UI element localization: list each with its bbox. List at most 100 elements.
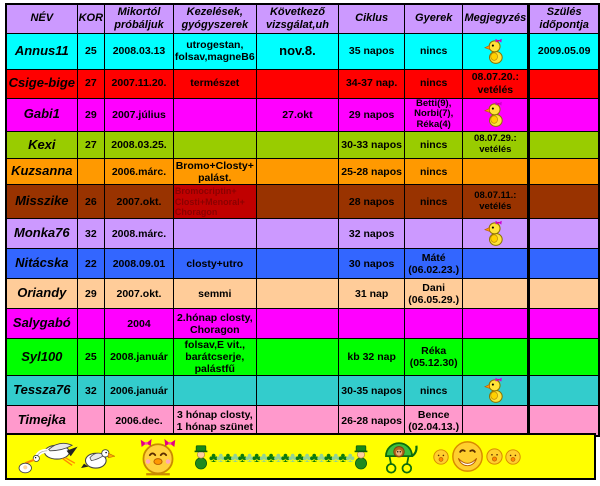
cell-nev: Monka76 <box>5 218 78 250</box>
cell-ciklus: kb 32 nap <box>338 338 406 377</box>
cell-kezelesek <box>172 218 257 250</box>
cell-megjegyzes <box>462 248 530 280</box>
col-header-szules: Szülés időpontja <box>527 3 600 34</box>
cell-gyerek: nincs <box>404 68 464 99</box>
cell-kezelesek: utrogestan, folsav,magneB6 <box>172 32 257 70</box>
cell-ciklus: 25-28 napos <box>338 158 406 186</box>
col-header-ciklus: Ciklus <box>338 3 406 34</box>
cell-kor: 26 <box>76 184 106 220</box>
data-table: NÉV KOR Mikortól próbáljuk Kezelések, gy… <box>5 3 600 437</box>
cell-szules <box>527 97 600 133</box>
cell-gyerek: Dani (06.05.29.) <box>404 278 464 310</box>
cell-kovetkezo <box>255 375 340 407</box>
cell-megjegyzes: 08.07.20.: vetélés <box>462 68 530 99</box>
cell-szules <box>527 184 600 220</box>
col-header-kor: KOR <box>76 3 106 34</box>
table-row: Salygabó 2004 2.hónap closty, Choragon <box>5 308 600 340</box>
cell-megjegyzes: 08.07.29.: vetélés <box>462 131 530 160</box>
cell-mikortol: 2008.03.13 <box>104 32 174 70</box>
cell-megjegyzes: 08.07.11.: vetélés <box>462 184 530 220</box>
cell-kezelesek: Bromo+Closty+ palást. <box>172 158 257 186</box>
cell-megjegyzes <box>462 97 530 133</box>
table-row: Misszike 26 2007.okt. Bromocriptin+ Clos… <box>5 184 600 220</box>
cell-kovetkezo <box>255 248 340 280</box>
cell-kezelesek: 2.hónap closty, Choragon <box>172 308 257 340</box>
table-row: Gabi1 29 2007.július 27.okt 29 napos Bet… <box>5 97 600 133</box>
cell-ciklus: 30-35 napos <box>338 375 406 407</box>
cell-nev: Kuzsanna <box>5 158 78 186</box>
cell-kor <box>76 308 106 340</box>
cell-szules <box>527 338 600 377</box>
cell-ciklus: 30-33 napos <box>338 131 406 160</box>
cell-kor <box>76 405 106 437</box>
stroller-group <box>379 438 419 476</box>
table-row: Csige-bige 27 2007.11.20. természet 34-3… <box>5 68 600 99</box>
col-header-kovetkezo: Következő vizsgálat,uh <box>255 3 340 34</box>
cell-gyerek <box>404 218 464 250</box>
leprechaun-icon <box>194 444 208 469</box>
cell-mikortol: 2006.márc. <box>104 158 174 186</box>
cell-kezelesek: closty+utro <box>172 248 257 280</box>
decorative-footer-strip: ♣♣♣♣♣♣♣♣♣♣♣♣♣♣♣♣♣♣♣♣ <box>5 433 596 480</box>
cell-nev: Tessza76 <box>5 375 78 407</box>
cell-ciklus: 32 napos <box>338 218 406 250</box>
cell-nev: Csige-bige <box>5 68 78 99</box>
stork-with-bundle-icon <box>18 442 78 473</box>
cell-gyerek: nincs <box>404 32 464 70</box>
cell-kovetkezo <box>255 68 340 99</box>
cell-kor: 32 <box>76 218 106 250</box>
cell-nev: Syl100 <box>5 338 78 377</box>
cell-ciklus: 30 napos <box>338 248 406 280</box>
cell-szules <box>527 278 600 310</box>
pregnant-chick-icon <box>484 221 504 247</box>
cell-mikortol: 2007.okt. <box>104 278 174 310</box>
clover-garland-row: ♣♣♣♣♣♣♣♣♣♣♣♣♣♣♣♣♣♣♣♣ <box>209 448 355 465</box>
table-row: Nitácska 22 2008.09.01 closty+utro 30 na… <box>5 248 600 280</box>
cell-kovetkezo <box>255 405 340 437</box>
cell-kezelesek: semmi <box>172 278 257 310</box>
cell-kovetkezo <box>255 338 340 377</box>
cell-ciklus: 29 napos <box>338 97 406 133</box>
cell-kor: 22 <box>76 248 106 280</box>
clover-garland: ♣♣♣♣♣♣♣♣♣♣♣♣♣♣♣♣♣♣♣♣ <box>193 444 369 470</box>
cell-megjegyzes <box>462 278 530 310</box>
stork-group <box>17 438 115 476</box>
cell-kovetkezo <box>255 218 340 250</box>
cell-kor: 32 <box>76 375 106 407</box>
cell-nev: Annus11 <box>5 32 78 70</box>
col-header-nev: NÉV <box>5 3 78 34</box>
table-row: Oriandy 29 2007.okt. semmi 31 nap Dani (… <box>5 278 600 310</box>
cell-ciklus: 31 nap <box>338 278 406 310</box>
cell-kovetkezo <box>255 131 340 160</box>
cell-szules <box>527 375 600 407</box>
pelican-icon <box>81 448 115 469</box>
table-row: Kexi 27 2008.03.25. 30-33 napos nincs 08… <box>5 131 600 160</box>
cell-szules: 2009.05.09 <box>527 32 600 70</box>
pregnant-chick-icon <box>484 378 504 404</box>
cell-szules <box>527 405 600 437</box>
leprechaun-icon <box>354 444 368 469</box>
cell-gyerek: nincs <box>404 375 464 407</box>
cell-mikortol: 2006.dec. <box>104 405 174 437</box>
table-row: Timejka 2006.dec. 3 hónap closty, 1 hóna… <box>5 405 600 437</box>
cell-mikortol: 2008.január <box>104 338 174 377</box>
cell-szules <box>527 158 600 186</box>
cell-kovetkezo <box>255 158 340 186</box>
cell-kor: 29 <box>76 278 106 310</box>
cell-kor: 25 <box>76 338 106 377</box>
cell-kovetkezo <box>255 278 340 310</box>
table-row: Monka76 32 2008.márc. 32 napos <box>5 218 600 250</box>
table-row: Kuzsanna 2006.márc. Bromo+Closty+ palást… <box>5 158 600 186</box>
pregnant-chick-icon <box>484 102 504 128</box>
cell-mikortol: 2006.január <box>104 375 174 407</box>
baby-smiley-icon <box>433 448 449 465</box>
cell-kezelesek <box>172 131 257 160</box>
cell-mikortol: 2004 <box>104 308 174 340</box>
cell-mikortol: 2008.márc. <box>104 218 174 250</box>
cell-ciklus: 28 napos <box>338 184 406 220</box>
cell-ciklus <box>338 308 406 340</box>
smiley-group <box>433 440 521 473</box>
cell-gyerek <box>404 308 464 340</box>
cell-szules <box>527 248 600 280</box>
